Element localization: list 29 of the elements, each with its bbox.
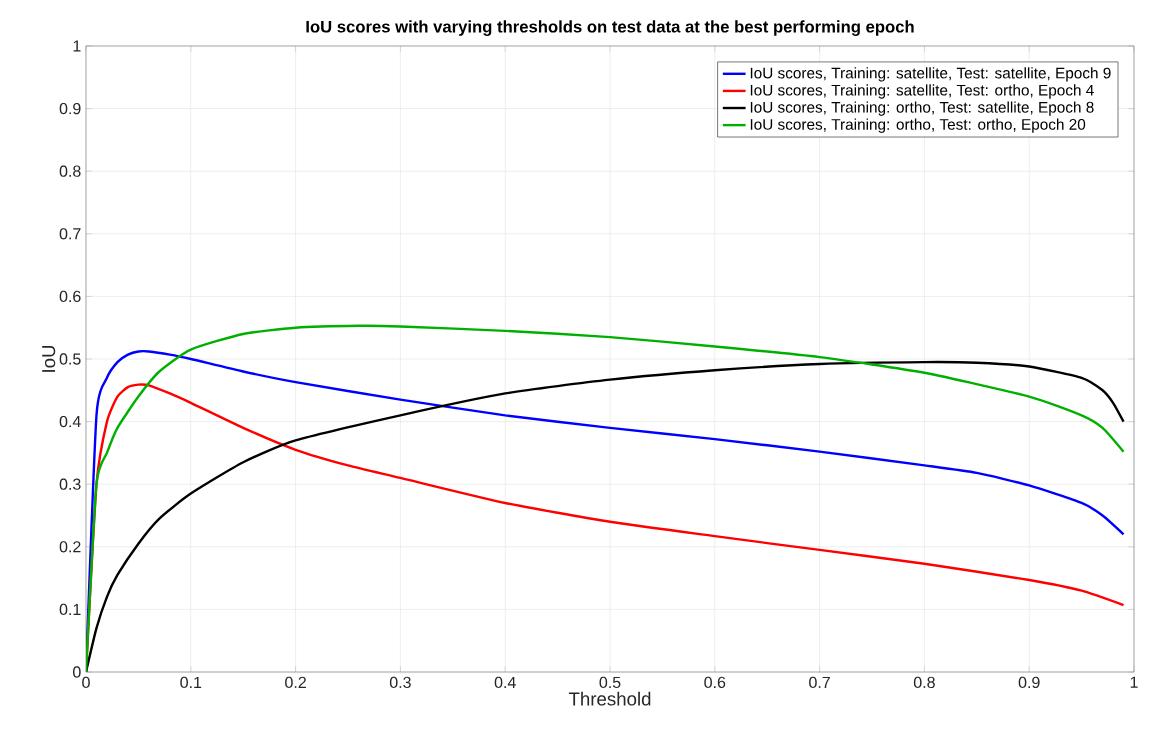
y-tick-label: 0.3: [59, 478, 81, 490]
chart-title: IoU scores with varying thresholds on test data at the best performing epoch: [306, 20, 914, 36]
x-tick-label: 0.1: [180, 676, 202, 689]
y-tick-label: 0.5: [59, 353, 81, 365]
y-tick-label: 0.2: [59, 541, 81, 553]
y-tick-label: 0.4: [59, 415, 81, 428]
x-tick-label: 1: [1130, 676, 1138, 688]
y-tick-label: 0: [73, 666, 81, 678]
y-tick-label: 0.6: [59, 290, 81, 303]
x-tick-label: 0.8: [913, 676, 935, 689]
x-tick-label: 0: [82, 676, 90, 689]
legend-label: IoU scores, Training: satellite, Test: satellite, Epoch 9: [750, 67, 1111, 82]
x-tick-label: 0.7: [809, 676, 830, 689]
x-tick-label: 0.3: [389, 676, 411, 689]
x-tick-label: 0.4: [494, 676, 516, 689]
y-tick-label: 0.7: [59, 228, 81, 240]
x-tick-label: 0.9: [1018, 676, 1040, 689]
y-tick-label: 1: [73, 40, 81, 52]
x-axis-title: Threshold: [568, 691, 651, 706]
legend-label: IoU scores, Training: ortho, Test: ortho, Epoch 20: [750, 118, 1086, 133]
x-tick-label: 0.5: [599, 676, 621, 689]
legend-label: IoU scores, Training: satellite, Test: ortho, Epoch 4: [750, 84, 1094, 99]
x-tick-label: 0.6: [704, 676, 726, 689]
y-tick-label: 0.8: [59, 165, 81, 177]
y-tick-label: 0.9: [59, 102, 81, 115]
x-tick-label: 0.2: [285, 676, 306, 689]
y-axis-title: IoU: [42, 345, 56, 372]
legend-label: IoU scores, Training: ortho, Test: satellite, Epoch 8: [750, 101, 1094, 116]
y-tick-label: 0.1: [59, 603, 81, 616]
